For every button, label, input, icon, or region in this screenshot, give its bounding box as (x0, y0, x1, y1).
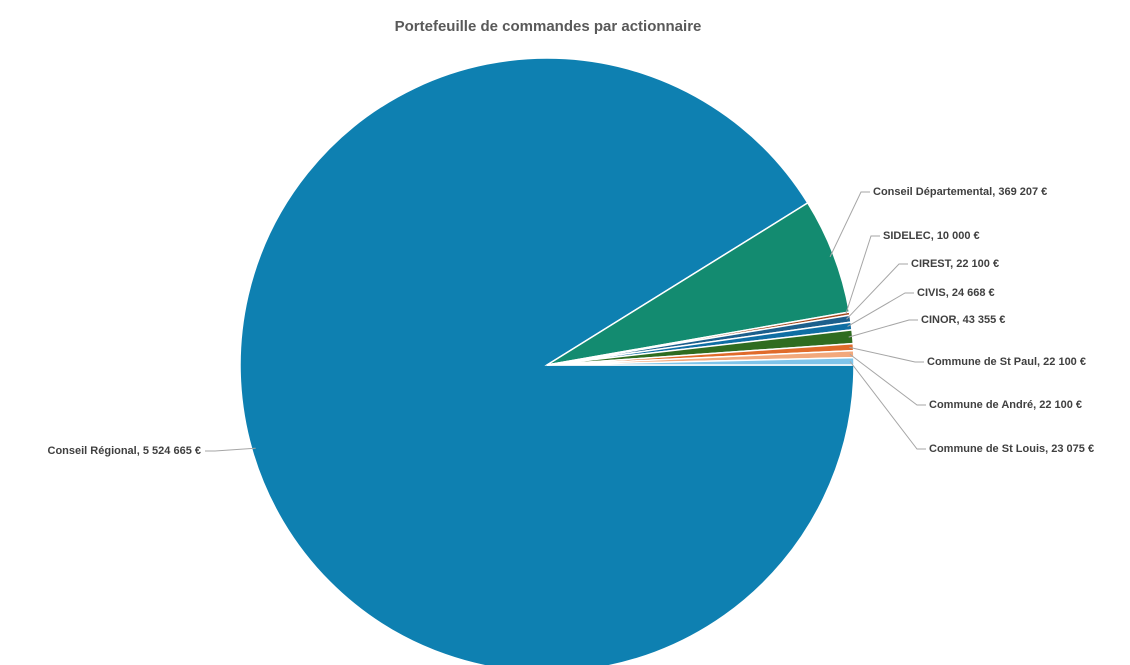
data-label: Commune de André, 22 100 € (929, 399, 1082, 411)
label-value: 5 524 665 € (143, 445, 201, 457)
leader-line (205, 447, 256, 452)
label-value: 22 100 € (956, 258, 999, 270)
label-value: 24 668 € (952, 287, 995, 299)
label-separator: , (1033, 399, 1039, 411)
pie-slice (546, 201, 851, 366)
leader-line (846, 263, 908, 320)
label-category: Conseil Régional (48, 445, 137, 457)
label-separator: , (992, 186, 998, 198)
pie-slice (239, 57, 855, 665)
data-label: CIVIS, 24 668 € (917, 287, 995, 299)
label-category: CINOR (921, 314, 957, 326)
label-value: 23 075 € (1051, 443, 1094, 455)
data-label: Conseil Départemental, 369 207 € (873, 186, 1047, 198)
label-category: Commune de André (929, 399, 1033, 411)
data-label: CIREST, 22 100 € (911, 258, 999, 270)
label-separator: , (1045, 443, 1051, 455)
label-separator: , (950, 258, 956, 270)
leader-lines (205, 191, 926, 452)
leader-line (849, 353, 926, 406)
leader-line (847, 292, 914, 327)
leader-line (845, 235, 880, 315)
label-category: Commune de St Louis (929, 443, 1045, 455)
label-value: 22 100 € (1039, 399, 1082, 411)
leader-line (849, 346, 924, 363)
leader-line (848, 319, 918, 338)
label-category: SIDELEC (883, 230, 931, 242)
label-category: Commune de St Paul (927, 356, 1037, 368)
chart-title: Portefeuille de commandes par actionnair… (395, 18, 702, 35)
label-value: 22 100 € (1043, 356, 1086, 368)
label-category: Conseil Départemental (873, 186, 992, 198)
label-category: CIREST (911, 258, 952, 270)
label-value: 43 355 € (963, 314, 1006, 326)
label-separator: , (931, 230, 937, 242)
leader-line (849, 361, 926, 450)
leader-line (829, 191, 870, 258)
label-separator: , (1037, 356, 1043, 368)
label-value: 10 000 € (937, 230, 980, 242)
data-label: Commune de St Paul, 22 100 € (927, 356, 1086, 368)
label-separator: , (946, 287, 952, 299)
label-separator: , (137, 445, 143, 457)
data-label: Conseil Régional, 5 524 665 € (48, 445, 202, 457)
data-label: CINOR, 43 355 € (921, 314, 1005, 326)
label-category: CIVIS (917, 287, 946, 299)
data-label: Commune de St Louis, 23 075 € (929, 443, 1094, 455)
data-label: SIDELEC, 10 000 € (883, 230, 980, 242)
label-value: 369 207 € (998, 186, 1047, 198)
label-separator: , (956, 314, 962, 326)
